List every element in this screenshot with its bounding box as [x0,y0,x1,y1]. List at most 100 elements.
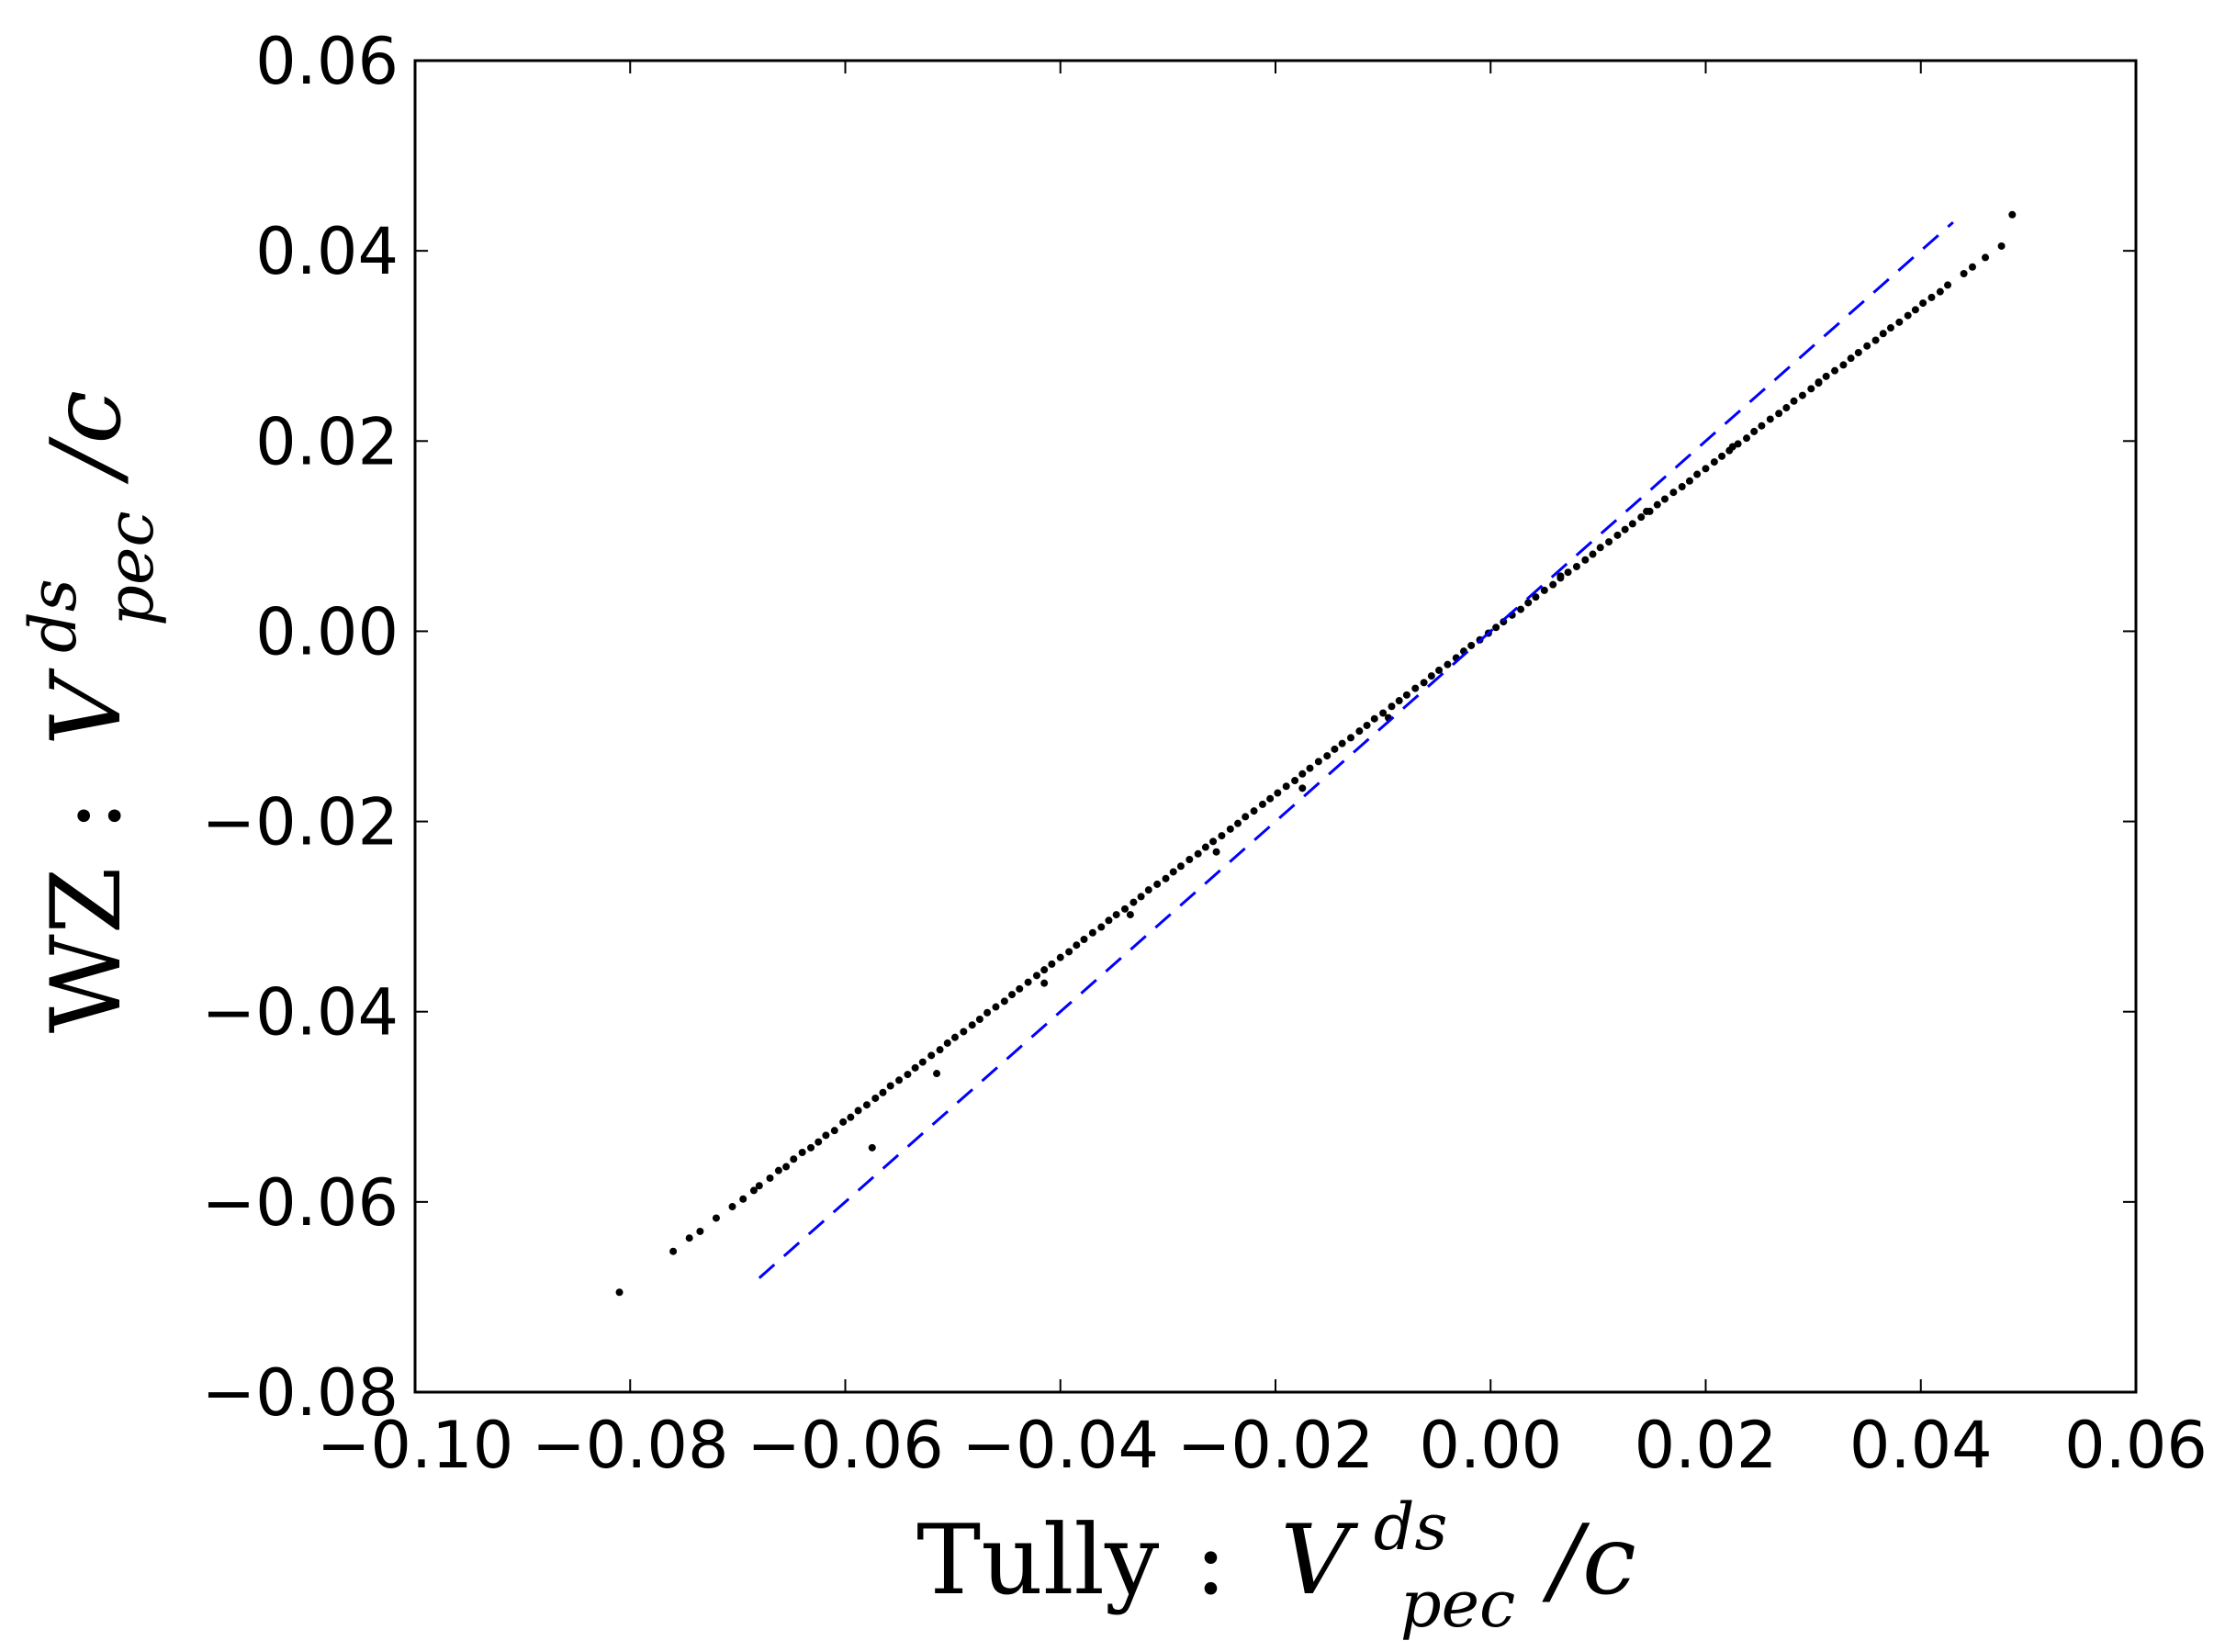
data-point [868,1143,876,1152]
x-axis-label-prefix: Tully [916,1504,1160,1616]
data-point [1306,764,1314,772]
data-point [1798,391,1806,399]
data-point [815,1138,823,1146]
data-point [1218,832,1226,840]
data-point [1911,306,1919,314]
data-point [950,1033,959,1041]
x-tick-label: −0.06 [747,1408,944,1483]
data-point [1782,404,1791,412]
data-point [1847,354,1855,363]
data-point [1968,263,1976,271]
y-axis-label-sub: pec [93,511,168,625]
data-point [1121,905,1129,913]
data-point [918,1058,927,1066]
plot-frame [413,59,2138,1394]
data-point [1065,948,1073,956]
x-tick-label: −0.02 [1177,1408,1375,1483]
data-point [1831,366,1839,375]
data-point [1363,721,1371,729]
x-axis-label: Tully : V ds pec /c [916,1460,1636,1649]
x-tick-label: 0.04 [1849,1408,1993,1483]
data-point [1162,874,1170,882]
data-point [669,1247,678,1255]
data-point [1822,372,1830,380]
data-point [1331,745,1339,753]
x-axis-ticks: −0.10 −0.08 −0.06 −0.04 −0.02 0.00 0.02 0.04 0.0… [317,61,2208,1483]
y-axis-label-prefix: WZ [30,867,142,1033]
y-tick-label: −0.08 [201,1355,399,1431]
x-tick-label: 0.06 [2064,1408,2208,1483]
data-point [712,1214,720,1222]
data-point [933,1070,941,1078]
data-point [904,1071,912,1079]
data-point [1863,342,1871,350]
data-point [1000,997,1008,1006]
data-point [1194,849,1202,858]
data-point [1807,385,1815,393]
data-point [1790,397,1798,405]
data-point [798,1149,806,1156]
data-point [1291,777,1299,785]
data-point [1589,550,1597,558]
scatter-points [615,210,2017,1297]
data-point [1904,311,1912,320]
y-tick-label: −0.06 [201,1165,399,1241]
x-tick-label: −0.08 [532,1408,729,1483]
data-point [1960,270,1968,277]
data-point [1556,572,1565,580]
data-point [1338,739,1346,747]
data-point [1209,837,1218,846]
data-point [1282,782,1290,791]
data-point [615,1288,624,1297]
data-point [879,1088,887,1096]
x-axis-label-sep: : [1195,1504,1227,1616]
data-point [1524,599,1533,607]
y-axis-label: WZ : V ds pec /c [0,390,175,1033]
data-point [1621,525,1629,534]
data-point [807,1143,815,1152]
data-point [1839,361,1848,369]
data-point [782,1163,791,1171]
data-point [1411,684,1420,692]
data-point [886,1082,894,1090]
data-point [1073,941,1081,950]
y-tick-label: 0.06 [255,24,399,99]
data-point [1702,465,1710,473]
data-point [1613,531,1622,539]
data-point [943,1039,951,1047]
data-point [830,1127,838,1135]
data-point [766,1174,774,1182]
data-point [739,1195,747,1203]
data-point [1660,495,1669,503]
data-point [1540,586,1548,594]
data-point [1710,458,1718,466]
data-point [1532,593,1540,601]
data-point [1549,580,1557,589]
data-point [1919,299,1927,308]
data-point [1492,624,1500,632]
data-point [992,1003,1000,1011]
data-point [1097,923,1106,931]
y-tick-label: 0.02 [255,404,399,479]
data-point [1388,702,1396,711]
data-point [1370,714,1378,723]
data-point [1879,330,1887,338]
data-point [696,1227,704,1235]
data-point [1693,470,1702,478]
data-point [862,1101,871,1109]
data-point [1080,936,1088,943]
data-point [1669,489,1678,497]
data-point [1040,966,1049,974]
x-tick-label: −0.10 [317,1408,514,1483]
data-point [1564,568,1572,577]
reference-line-group [758,220,1954,1279]
data-point [1997,242,2006,250]
data-point [1728,443,1736,451]
x-axis-label-sup: ds [1374,1489,1448,1565]
data-point [1936,287,1944,296]
data-point [1427,672,1435,680]
data-point [1775,410,1783,418]
data-point [1048,960,1056,968]
data-point [983,1008,992,1017]
